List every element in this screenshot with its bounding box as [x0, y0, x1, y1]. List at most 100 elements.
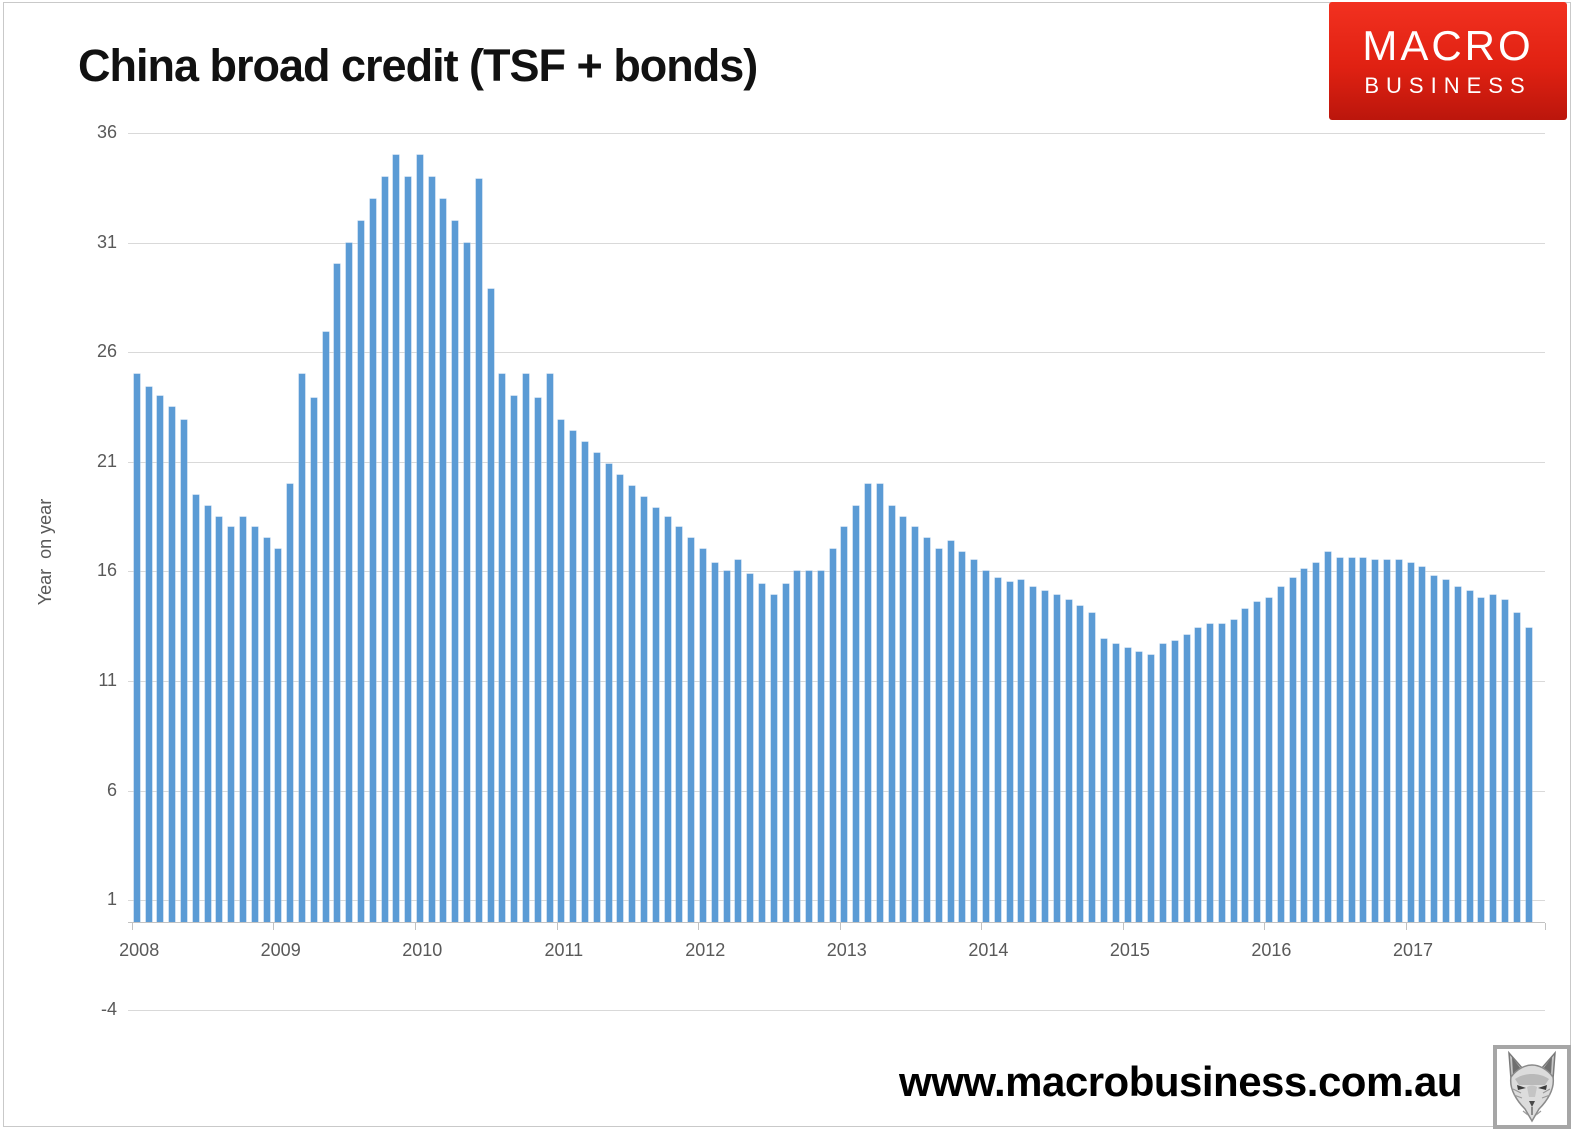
bar — [770, 595, 777, 922]
bar — [1372, 560, 1379, 922]
x-axis-tick — [1545, 923, 1546, 930]
bar — [1242, 608, 1249, 922]
gridline-16 — [128, 571, 1545, 573]
chart-title: China broad credit (TSF + bonds) — [78, 40, 758, 91]
bar — [287, 483, 294, 922]
bar — [487, 288, 494, 922]
bar — [534, 398, 541, 922]
bar — [145, 387, 152, 922]
macrobusiness-logo: MACRO BUSINESS — [1329, 2, 1567, 120]
bar — [699, 549, 706, 922]
gridline-36 — [128, 132, 1545, 134]
bar — [1183, 634, 1190, 922]
x-axis-tick — [839, 923, 841, 930]
bar — [322, 332, 329, 922]
gridline-11 — [128, 680, 1545, 682]
bar — [428, 176, 435, 922]
x-tick-label: 2011 — [544, 940, 584, 960]
fox-icon — [1497, 1049, 1567, 1125]
bar — [1442, 580, 1449, 922]
x-tick-label: 2015 — [1109, 940, 1150, 960]
bar — [593, 452, 600, 922]
bar — [1419, 566, 1426, 922]
x-axis-tick — [415, 923, 416, 930]
bar — [688, 538, 695, 922]
bar — [523, 374, 529, 922]
bar — [1065, 599, 1072, 922]
bar — [334, 264, 341, 922]
bar — [676, 527, 683, 922]
x-tick-label: 2014 — [968, 940, 1009, 960]
bar — [275, 549, 282, 922]
bar — [181, 420, 187, 922]
bar — [1053, 595, 1060, 922]
bar — [133, 374, 140, 922]
bar — [1513, 612, 1520, 922]
x-tick-label: 2012 — [685, 940, 726, 960]
bar — [1336, 558, 1343, 922]
bar — [983, 571, 989, 922]
bar — [758, 584, 765, 922]
y-tick-label: 26 — [96, 341, 117, 362]
logo-line-business: BUSINESS — [1364, 73, 1532, 98]
x-tick-label: 2017 — [1392, 940, 1434, 960]
bar — [251, 527, 258, 922]
x-axis-tick — [1264, 923, 1266, 930]
bar — [1501, 599, 1508, 922]
bar — [971, 560, 978, 922]
bar — [959, 551, 966, 922]
x-axis-tick — [273, 923, 275, 930]
bar — [369, 198, 376, 922]
bar — [1148, 654, 1155, 922]
bar — [1218, 623, 1225, 922]
y-tick-label: 21 — [96, 450, 117, 471]
bar — [216, 516, 223, 922]
bar — [1089, 612, 1096, 922]
bar — [640, 496, 647, 922]
bar — [1301, 569, 1308, 922]
bar — [1478, 597, 1485, 922]
bar — [1112, 643, 1119, 922]
bar — [1077, 606, 1084, 922]
gridline-21 — [128, 461, 1545, 463]
y-tick-label: 6 — [106, 779, 117, 800]
x-axis-tick — [698, 923, 699, 930]
x-tick-label: 2016 — [1251, 940, 1292, 960]
x-axis-tick — [981, 923, 983, 930]
x-axis-tick — [556, 923, 558, 930]
bar — [357, 220, 364, 922]
bar — [617, 474, 624, 922]
gridline-6 — [128, 790, 1545, 792]
bar — [310, 398, 317, 922]
bar — [1277, 586, 1284, 922]
bar — [1159, 643, 1166, 922]
gridline-1 — [128, 900, 1545, 902]
x-axis-tick — [131, 923, 133, 930]
bar — [605, 463, 612, 922]
bar — [452, 220, 459, 922]
bar — [1313, 562, 1320, 922]
bar — [865, 483, 871, 922]
y-axis-title: Year on year — [35, 498, 55, 606]
bar — [935, 549, 942, 922]
bar — [711, 562, 718, 922]
bar — [947, 540, 954, 922]
fox-logo-box — [1493, 1045, 1571, 1129]
bar — [1431, 575, 1438, 922]
bar — [1124, 648, 1131, 922]
bar — [558, 420, 565, 922]
bar — [1525, 628, 1532, 922]
logo-line-macro: MACRO — [1362, 22, 1534, 69]
bar — [629, 485, 636, 922]
bar — [747, 573, 754, 922]
y-tick-label: 16 — [96, 560, 117, 581]
bar — [912, 527, 919, 922]
bar — [876, 483, 883, 922]
x-axis-tick — [1405, 923, 1407, 930]
bar — [1289, 577, 1296, 922]
x-axis-line — [128, 922, 1545, 923]
gridline-31 — [128, 242, 1545, 244]
bar — [582, 442, 588, 922]
y-tick-label: 31 — [96, 231, 117, 252]
